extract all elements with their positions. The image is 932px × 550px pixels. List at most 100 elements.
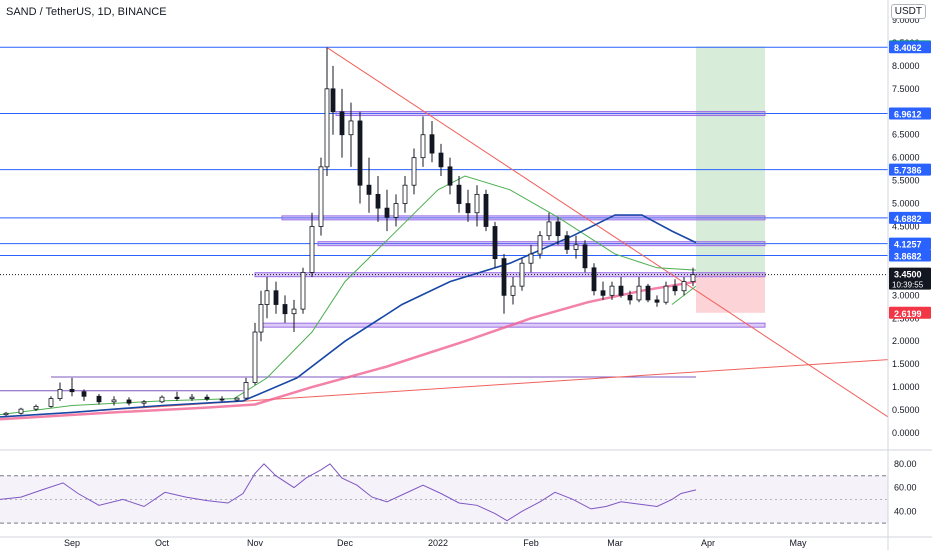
candle-body <box>282 304 288 315</box>
time-axis[interactable]: Sep Oct Nov Dec 2022 Feb Mar Apr May <box>0 536 932 548</box>
time-tick-label: Oct <box>155 538 170 548</box>
zone-1 <box>281 215 766 221</box>
candle-45 <box>483 189 489 232</box>
candle-body <box>447 166 453 186</box>
candle-body <box>420 134 426 159</box>
price-tick-label: 1.0000 <box>892 382 920 392</box>
candle-44 <box>474 185 480 227</box>
time-tick-label: Nov <box>247 538 264 548</box>
currency-badge[interactable]: USDT <box>890 4 926 19</box>
rsi-pane[interactable] <box>0 463 888 524</box>
time-tick-label: Apr <box>701 538 715 548</box>
price-label-bg <box>889 237 931 250</box>
candle-body <box>33 405 39 410</box>
price-label-bg <box>889 107 931 120</box>
price-label-text: 3.8682 <box>894 251 922 261</box>
candle-4 <box>57 382 63 401</box>
price-label-text: 4.6882 <box>894 214 922 224</box>
candle-body <box>339 111 345 136</box>
candle-body <box>645 285 651 301</box>
rsi-line-0 <box>0 463 697 522</box>
price-pane[interactable] <box>0 46 932 451</box>
current-price-bg <box>889 267 931 290</box>
time-tick-label: Sep <box>64 538 80 548</box>
price-tick-label: 5.0000 <box>892 199 920 209</box>
candle-body <box>519 262 525 287</box>
candle-body <box>366 184 372 195</box>
price-label-6: 3.8682 <box>889 249 931 262</box>
candle-8 <box>111 396 117 406</box>
candle-53 <box>555 217 561 245</box>
candle-body <box>636 285 642 301</box>
price-label-text: 6.9612 <box>894 110 922 120</box>
candle-body <box>474 193 480 214</box>
candle-body <box>69 389 75 393</box>
candle-body <box>438 152 444 168</box>
candle-body <box>3 412 9 416</box>
price-tick-label: 7.5000 <box>892 84 920 94</box>
price-tick-label: 0.0000 <box>892 428 920 438</box>
candle-body <box>141 401 147 404</box>
candle-9 <box>126 397 132 406</box>
candle-body <box>189 396 195 399</box>
price-label-bg <box>889 249 931 262</box>
candle-32 <box>366 157 372 213</box>
candle-body <box>219 398 225 401</box>
candle-body <box>591 267 597 292</box>
rsi-band <box>0 475 888 524</box>
candle-41 <box>447 157 453 195</box>
candle-49 <box>519 258 525 291</box>
candle-24 <box>300 267 306 314</box>
candle-14 <box>204 394 210 401</box>
candle-body <box>264 290 270 305</box>
price-tick-label: 8.0000 <box>892 61 920 71</box>
candle-body <box>456 184 462 204</box>
candle-5 <box>69 377 75 397</box>
price-tick-label: 0.5000 <box>892 405 920 415</box>
candle-body <box>348 120 354 136</box>
rsi-tick-label: 60.00 <box>894 483 917 493</box>
candle-body <box>501 258 507 296</box>
candle-3 <box>48 396 54 408</box>
candle-60 <box>618 276 624 298</box>
candle-63 <box>645 283 651 303</box>
candle-body <box>510 285 516 296</box>
chart-title: SAND / TetherUS, 1D, BINANCE <box>6 6 167 18</box>
price-label-8: 2.6199 <box>889 306 931 319</box>
candle-15 <box>219 396 225 402</box>
candle-body <box>555 221 561 237</box>
candle-11 <box>159 395 165 404</box>
price-label-3: 5.7386 <box>889 163 931 176</box>
price-axis[interactable]: 9.00008.50008.00007.50007.00006.50006.00… <box>887 0 931 550</box>
candle-66 <box>672 279 678 296</box>
candle-6 <box>81 389 87 401</box>
time-tick-label: Dec <box>337 538 354 548</box>
candle-58 <box>600 281 606 300</box>
candle-body <box>234 397 240 401</box>
candle-29 <box>339 88 345 158</box>
rsi-tick-label: 40.00 <box>894 506 917 516</box>
trendline-0 <box>326 47 889 418</box>
time-tick-label: May <box>789 538 807 548</box>
candle-10 <box>141 399 147 407</box>
candle-21 <box>273 281 279 314</box>
price-tick-label: 9.0000 <box>892 15 920 25</box>
candle-body <box>96 395 102 403</box>
candle-body <box>357 120 363 186</box>
candle-43 <box>465 189 471 222</box>
candle-body <box>627 294 633 301</box>
candle-1 <box>18 407 24 415</box>
candle-16 <box>234 397 240 402</box>
candle-2 <box>33 404 39 411</box>
candle-body <box>465 203 471 214</box>
candle-body <box>609 285 615 296</box>
candle-23 <box>291 299 297 333</box>
current-price-value: 3.4500 <box>894 270 922 280</box>
candle-body <box>330 88 336 113</box>
candle-0 <box>3 411 9 417</box>
candle-body <box>174 396 180 399</box>
candle-20 <box>264 276 270 319</box>
candle-body <box>159 396 165 403</box>
candle-body <box>411 157 417 186</box>
